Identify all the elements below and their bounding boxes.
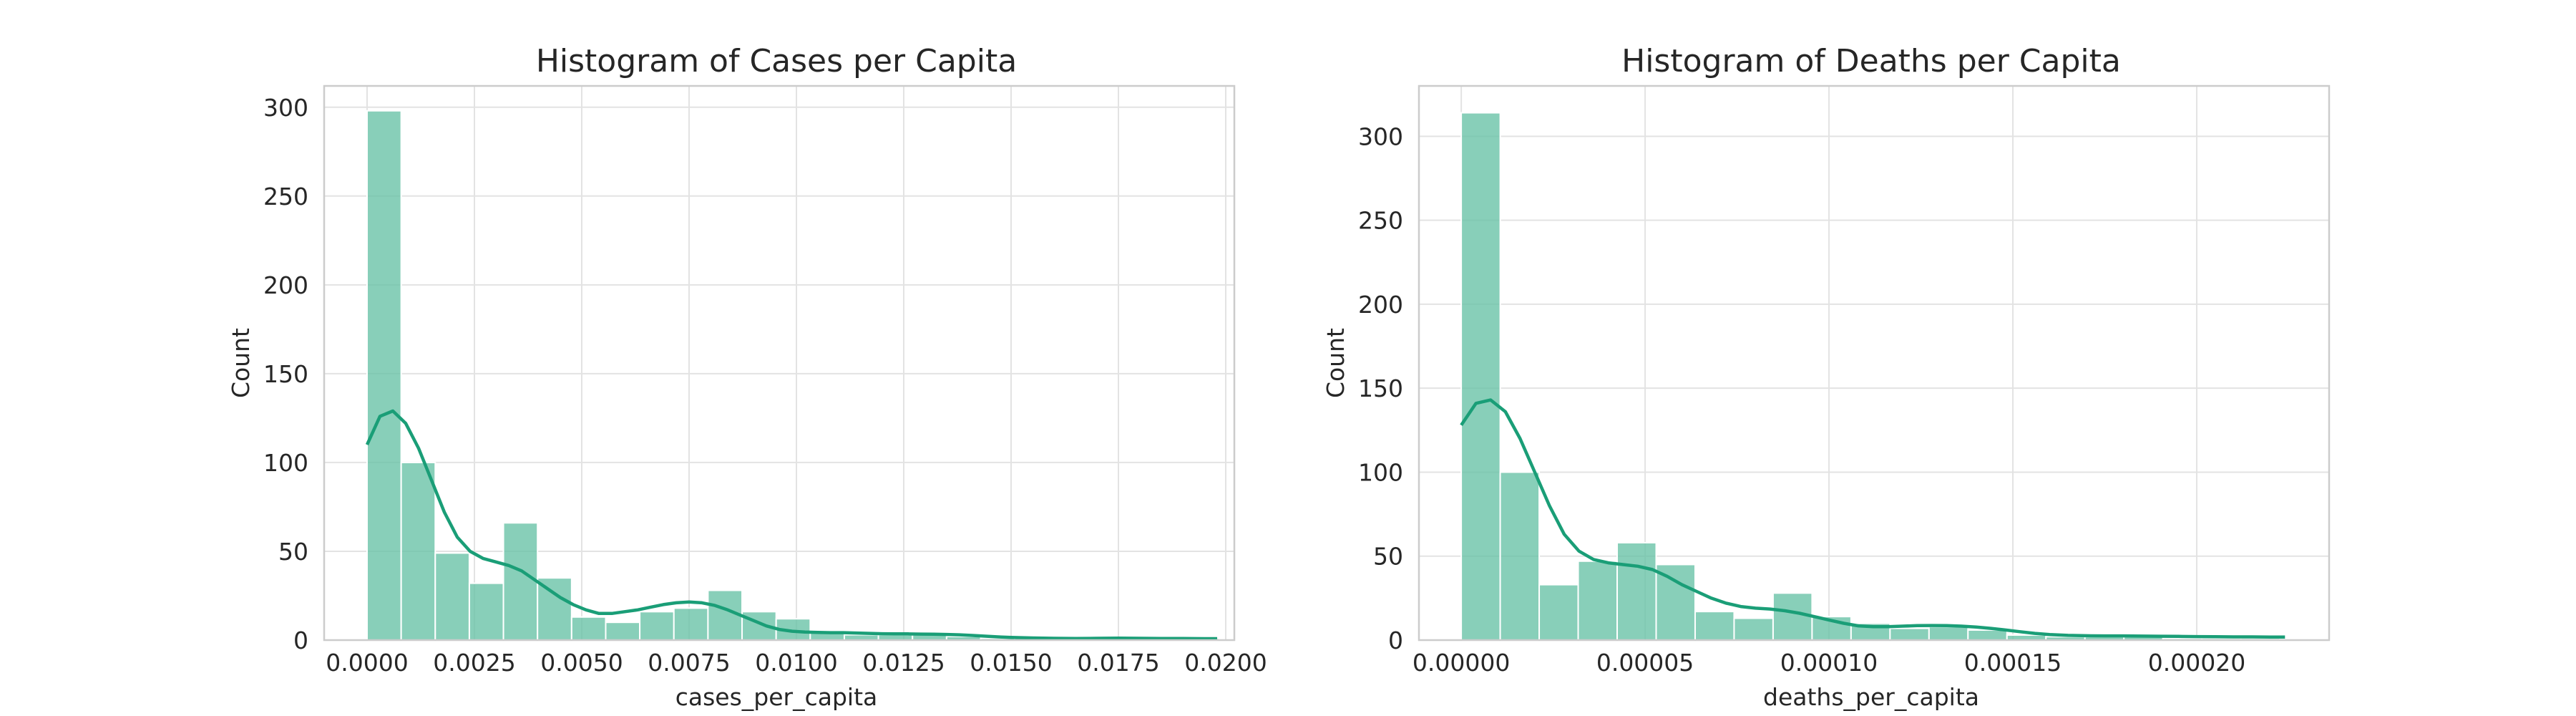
deaths-histogram-bar xyxy=(1928,626,1969,642)
cases-histogram-bar xyxy=(537,577,572,642)
cases-y-tick-label: 150 xyxy=(263,360,308,388)
cases-y-tick-label: 50 xyxy=(278,538,308,566)
cases-bars xyxy=(366,110,1220,642)
cases-histogram-bar xyxy=(570,616,607,641)
cases-x-tick-label: 0.0150 xyxy=(970,649,1052,677)
cases-histogram-bar xyxy=(434,552,470,642)
deaths-histogram-bar xyxy=(1694,611,1735,641)
cases-x-tick-label: 0.0100 xyxy=(755,649,837,677)
cases-x-tick-label: 0.0050 xyxy=(540,649,623,677)
deaths-x-tick-label: 0.00000 xyxy=(1413,649,1510,677)
deaths-y-tick-label: 300 xyxy=(1358,122,1403,150)
deaths-histogram-bar xyxy=(1499,471,1541,641)
deaths-y-tick-label: 100 xyxy=(1358,458,1403,486)
cases-x-tick-label: 0.0175 xyxy=(1077,649,1159,677)
deaths-y-tick-label: 250 xyxy=(1358,207,1403,235)
cases-histogram-bar xyxy=(366,110,402,641)
cases-x-tick-label: 0.0125 xyxy=(862,649,945,677)
cases-histogram-bar xyxy=(673,607,709,641)
cases-histogram-panel: Histogram of Cases per Capita cases_per_… xyxy=(227,43,1267,711)
deaths-y-tick-label: 200 xyxy=(1358,291,1403,319)
cases-x-tick-label: 0.0200 xyxy=(1184,649,1267,677)
cases-y-axis-label: Count xyxy=(227,328,255,398)
cases-histogram-bar xyxy=(502,522,539,641)
deaths-x-tick-label: 0.00020 xyxy=(2148,649,2245,677)
cases-x-axis-label: cases_per_capita xyxy=(675,683,878,711)
cases-y-tick-label: 100 xyxy=(263,449,308,477)
deaths-grid xyxy=(1419,86,2329,641)
deaths-histogram-bar xyxy=(1538,584,1579,641)
cases-histogram-bar xyxy=(605,621,641,642)
deaths-y-tick-label: 150 xyxy=(1358,374,1403,402)
cases-y-tick-label: 200 xyxy=(263,271,308,299)
cases-kde-curve xyxy=(365,409,1217,641)
deaths-histogram-bar xyxy=(1577,560,1619,641)
cases-y-tick-label: 0 xyxy=(293,626,308,654)
deaths-histogram-bar xyxy=(1655,563,1696,641)
cases-x-tick-label: 0.0025 xyxy=(433,649,515,677)
cases-y-tick-label: 300 xyxy=(263,94,308,122)
deaths-histogram-panel: Histogram of Deaths per Capita deaths_pe… xyxy=(1322,43,2331,711)
deaths-y-tick-label: 50 xyxy=(1373,543,1403,571)
deaths-kde-curve xyxy=(1460,398,2285,639)
deaths-axes-frame xyxy=(1418,84,2331,642)
cases-axes-frame xyxy=(323,84,1236,642)
cases-y-tick-label: 250 xyxy=(263,183,308,211)
deaths-histogram-bar xyxy=(1772,592,1813,641)
deaths-x-tick-label: 0.00005 xyxy=(1596,649,1694,677)
cases-histogram-bar xyxy=(468,582,504,641)
deaths-x-tick-label: 0.00015 xyxy=(1964,649,2062,677)
deaths-x-tick-label: 0.00010 xyxy=(1780,649,1878,677)
deaths-y-tick-label: 0 xyxy=(1388,626,1403,654)
deaths-histogram-bar xyxy=(1967,629,2008,641)
deaths-bars xyxy=(1460,112,2281,642)
deaths-histogram-bar xyxy=(1733,617,1774,642)
deaths-histogram-bar xyxy=(1889,627,1930,642)
deaths-x-axis-label: deaths_per_capita xyxy=(1763,683,1979,711)
deaths-histogram-bar xyxy=(1460,112,1501,641)
cases-chart-title: Histogram of Cases per Capita xyxy=(536,43,1017,79)
cases-histogram-bar xyxy=(400,461,436,642)
cases-histogram-bar xyxy=(639,611,675,641)
deaths-histogram-bar xyxy=(1616,541,1657,641)
deaths-y-axis-label: Count xyxy=(1322,328,1350,398)
deaths-chart-title: Histogram of Deaths per Capita xyxy=(1621,43,2121,79)
cases-x-tick-label: 0.0075 xyxy=(648,649,730,677)
cases-x-tick-label: 0.0000 xyxy=(326,649,408,677)
